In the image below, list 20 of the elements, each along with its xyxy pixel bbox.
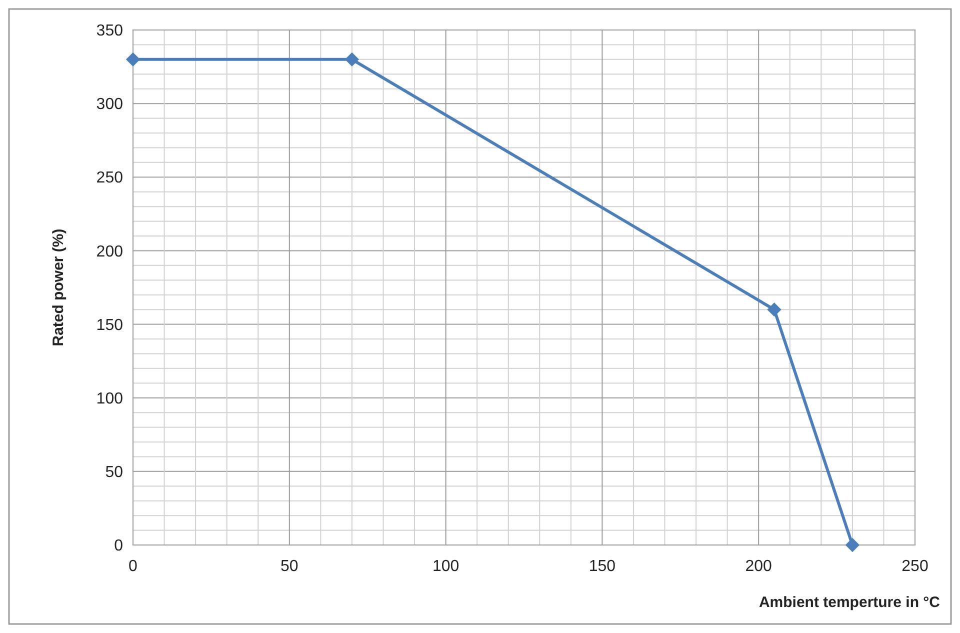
- y-tick-label: 250: [96, 170, 124, 187]
- y-axis-title: Rated power (%): [50, 228, 67, 346]
- y-tick-label: 50: [105, 464, 124, 482]
- point: [767, 302, 782, 317]
- point: [126, 52, 140, 66]
- x-tick-label: 100: [432, 558, 460, 575]
- point: [845, 538, 860, 552]
- y-tick-label: 0: [114, 538, 124, 555]
- x-tick-label: 50: [280, 558, 298, 575]
- y-tick-label: 100: [96, 390, 124, 408]
- y-tick-label: 300: [96, 96, 124, 114]
- x-tick-label: 150: [588, 558, 616, 575]
- x-tick-label: 0: [128, 558, 138, 575]
- y-tick-label: 350: [96, 22, 124, 40]
- point: [344, 52, 360, 66]
- x-axis-title: Ambient temperture in °C: [758, 594, 940, 611]
- x-tick-label: 200: [745, 558, 772, 575]
- x-tick-label: 250: [902, 558, 928, 575]
- y-tick-label: 150: [96, 316, 124, 334]
- y-tick-label: 200: [96, 243, 124, 260]
